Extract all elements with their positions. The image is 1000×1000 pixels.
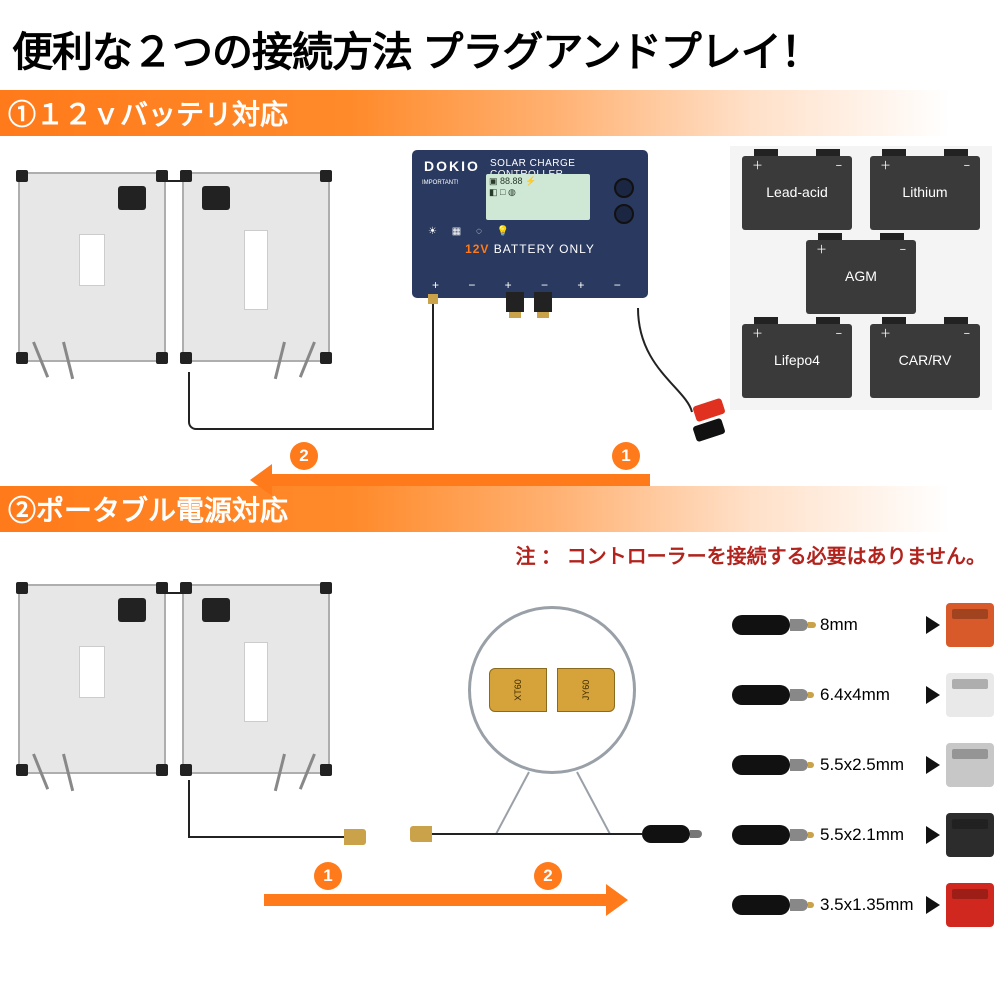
connector-row: 5.5x2.1mm	[732, 808, 994, 862]
controller-battery-only: BATTERY ONLY	[494, 242, 595, 256]
solar-panel-icon	[18, 584, 338, 794]
connector-label: 6.4x4mm	[820, 685, 920, 705]
battery-type: ＋−Lead-acid	[742, 156, 852, 230]
arrow-small-icon	[926, 896, 940, 914]
cable-panel-to-controller-icon	[188, 372, 434, 430]
battery-type: ＋−AGM	[806, 240, 916, 314]
battery-type-grid: ＋−Lead-acid ＋−Lithium ＋−AGM ＋−Lifepo4 ＋−…	[730, 146, 992, 410]
usb-port-icon	[506, 292, 524, 312]
controller-icons: ☀ ▦ ◌ 💡	[428, 226, 515, 237]
controller-lcd: ▣ 88.88 ⚡ ◧ □ ◍	[486, 174, 590, 220]
step-badge-1: 1	[612, 442, 640, 470]
step-badge-2: 2	[534, 862, 562, 890]
arrow-small-icon	[926, 616, 940, 634]
connector-row: 5.5x2.5mm	[732, 738, 994, 792]
xt60-label-right: JY60	[581, 680, 591, 701]
connector-label: 5.5x2.1mm	[820, 825, 920, 845]
section2-header: ②ポータブル電源対応	[0, 486, 1000, 532]
battery-label: AGM	[845, 269, 877, 284]
lcd-line2: ◧ □ ◍	[489, 187, 587, 198]
step-badge-2: 2	[290, 442, 318, 470]
controller-voltage: 12V	[465, 242, 489, 256]
connector-row: 8mm	[732, 598, 994, 652]
dc-plug-icon	[732, 823, 814, 847]
arrow-right-icon	[264, 894, 606, 906]
section1-body: DOKIO SOLAR CHARGE CONTROLLER IMPORTANT!…	[0, 136, 1000, 486]
controller-battery-text: 12V BATTERY ONLY	[412, 242, 648, 256]
arrow-small-icon	[926, 686, 940, 704]
connector-list: 8mm 6.4x4mm 5.5x2.5mm 5.5x2.1mm 3.5x1.35mm	[732, 598, 994, 932]
section2-note: 注 ： コントローラーを接続する必要はありません。	[515, 540, 986, 569]
xt60-zoom-icon: XT60 JY60	[468, 606, 636, 774]
dc-plug-icon	[732, 613, 814, 637]
step-badge-1: 1	[314, 862, 342, 890]
lcd-line1: ▣ 88.88 ⚡	[489, 176, 587, 187]
charge-controller-icon: DOKIO SOLAR CHARGE CONTROLLER IMPORTANT!…	[412, 150, 648, 298]
section2-header-text: ②ポータブル電源対応	[8, 489, 288, 529]
battery-type: ＋−Lifepo4	[742, 324, 852, 398]
battery-label: CAR/RV	[899, 353, 952, 368]
battery-label: Lead-acid	[766, 185, 828, 200]
arrow-small-icon	[926, 756, 940, 774]
battery-type: ＋−Lithium	[870, 156, 980, 230]
section1-header: ①１２ｖバッテリ対応	[0, 90, 1000, 136]
dc-plug-icon	[732, 683, 814, 707]
zoom-guideline-icon	[495, 772, 530, 835]
cable-controller-to-clips-icon	[636, 308, 694, 418]
connector-label: 8mm	[820, 615, 920, 635]
section2-body: 注 ： コントローラーを接続する必要はありません。 XT60 JY60 1 2 …	[0, 532, 1000, 958]
solar-panel-icon	[18, 172, 338, 382]
xt60-label-left: XT60	[513, 679, 523, 701]
zoom-guideline-icon	[576, 772, 611, 835]
controller-terminals: + − + − + −	[432, 278, 634, 292]
controller-button-icon	[614, 204, 634, 224]
cable-panel-out-icon	[188, 780, 344, 838]
alligator-clips-icon	[694, 402, 724, 442]
connector-label: 3.5x1.35mm	[820, 895, 920, 915]
connector-row: 3.5x1.35mm	[732, 878, 994, 932]
battery-label: Lifepo4	[774, 353, 820, 368]
controller-brand: DOKIO	[424, 158, 480, 174]
power-station-icon	[946, 673, 994, 717]
page-title: 便利な２つの接続方法 プラグアンドプレイ！	[0, 0, 1000, 90]
controller-button-icon	[614, 178, 634, 198]
section1-header-text: ①１２ｖバッテリ対応	[8, 93, 288, 133]
battery-type: ＋−CAR/RV	[870, 324, 980, 398]
cable-xt60-to-dc-icon	[410, 830, 690, 838]
usb-port-icon	[534, 292, 552, 312]
power-station-icon	[946, 813, 994, 857]
power-station-icon	[946, 603, 994, 647]
arrow-small-icon	[926, 826, 940, 844]
power-station-icon	[946, 883, 994, 927]
connector-label: 5.5x2.5mm	[820, 755, 920, 775]
battery-label: Lithium	[902, 185, 947, 200]
dc-plug-icon	[732, 753, 814, 777]
controller-important: IMPORTANT!	[422, 180, 480, 187]
arrow-left-icon	[272, 474, 650, 486]
power-station-icon	[946, 743, 994, 787]
connector-row: 6.4x4mm	[732, 668, 994, 722]
dc-plug-icon	[732, 893, 814, 917]
